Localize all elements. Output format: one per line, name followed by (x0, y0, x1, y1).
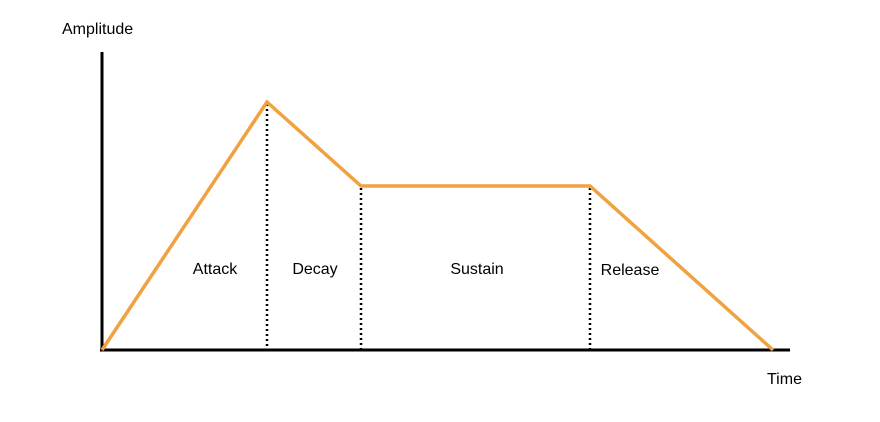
phase-label: Sustain (450, 261, 503, 278)
phase-label: Decay (292, 261, 337, 278)
phase-label: Release (601, 262, 660, 279)
y-axis-label: Amplitude (62, 21, 133, 38)
phase-label: Attack (193, 261, 238, 278)
x-axis-label: Time (767, 371, 802, 388)
envelope-line (100, 99, 775, 352)
